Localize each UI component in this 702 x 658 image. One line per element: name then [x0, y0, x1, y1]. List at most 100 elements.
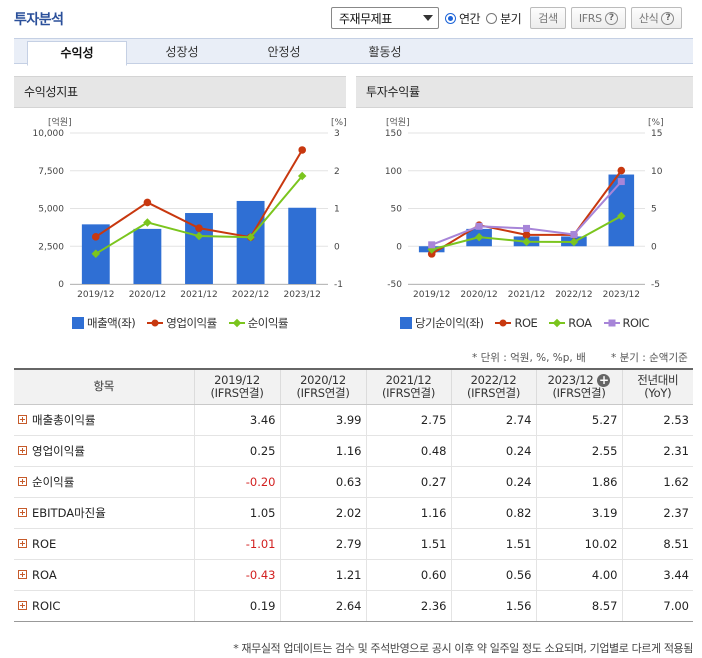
data-point[interactable]	[298, 146, 307, 154]
expand-plus-icon[interactable]	[18, 415, 27, 424]
radio-unchecked-icon[interactable]	[486, 12, 498, 24]
data-point[interactable]	[91, 249, 101, 259]
row-label-wrap: 순이익률	[18, 474, 190, 490]
header-col-yoy: 전년대비	[637, 372, 679, 387]
value-cell: 2.36	[365, 590, 451, 622]
data-point[interactable]	[570, 230, 578, 238]
controls-bar: 주재무제표 연간 분기 검색 IFRS ? 산식 ?	[331, 6, 683, 30]
value-cell: 2.53	[621, 404, 693, 436]
y-right-tick: -5	[651, 280, 660, 290]
tab-activity[interactable]: 활동성	[368, 45, 402, 59]
value-cell: 8.51	[621, 528, 693, 560]
legend-net-income[interactable]: 당기순이익(좌)	[400, 315, 484, 331]
legend-roa[interactable]: ROA	[549, 316, 592, 330]
value-cell: 1.86	[535, 466, 622, 498]
row-label-cell[interactable]: ROE	[14, 528, 194, 560]
bar[interactable]	[133, 228, 162, 284]
header-col: 2019/12 (IFRS연결)	[193, 368, 280, 405]
data-point[interactable]	[427, 250, 436, 258]
data-point[interactable]	[195, 224, 203, 232]
bar[interactable]	[236, 200, 265, 284]
legend-net-margin[interactable]: 순이익률	[228, 315, 289, 331]
y-left-tick: 100	[385, 167, 402, 177]
data-point[interactable]	[143, 218, 152, 227]
row-label-cell[interactable]: ROIC	[14, 590, 194, 622]
data-point[interactable]	[297, 171, 307, 181]
radio-checked-icon[interactable]	[445, 12, 456, 24]
data-point[interactable]	[428, 241, 436, 249]
table-row: ROA -0.43 1.21 0.60 0.56 4.00 3.44	[14, 559, 693, 591]
row-label: EBITDA마진율	[32, 505, 106, 520]
tab-stability[interactable]: 안정성	[267, 45, 301, 59]
row-label-cell[interactable]: EBITDA마진율	[14, 497, 194, 529]
value-cell: -1.01	[193, 528, 280, 560]
data-point[interactable]	[92, 233, 100, 241]
expand-plus-icon[interactable]	[18, 508, 27, 517]
data-point[interactable]	[246, 232, 255, 242]
data-point[interactable]	[194, 231, 204, 241]
y-left-tick: 150	[385, 129, 402, 139]
value-cell: 1.51	[450, 528, 536, 560]
page-title: 투자분석	[14, 12, 64, 28]
data-point[interactable]	[569, 237, 579, 247]
value-cell: 0.82	[450, 497, 536, 529]
chevron-down-icon	[423, 15, 433, 21]
legend-revenue[interactable]: 매출액(좌)	[71, 315, 136, 331]
statement-select[interactable]: 주재무제표	[331, 7, 439, 29]
legend-line-icon	[228, 318, 245, 328]
add-column-icon[interactable]: +	[597, 372, 611, 387]
value-cell: 0.27	[365, 466, 451, 498]
expand-plus-icon[interactable]	[18, 601, 27, 610]
bar[interactable]	[608, 174, 635, 247]
row-label-cell[interactable]: 순이익률	[14, 466, 194, 498]
y-right-tick: 0	[651, 242, 657, 252]
value-cell: 1.51	[365, 528, 451, 560]
legend-roic[interactable]: ROIC	[603, 316, 649, 330]
y-left-tick: 50	[391, 205, 403, 215]
legend-label: 당기순이익(좌)	[415, 316, 484, 330]
data-point[interactable]	[143, 198, 152, 207]
expand-plus-icon[interactable]	[18, 477, 27, 486]
row-label-wrap: 영업이익률	[18, 443, 190, 459]
value-cell: 0.24	[450, 435, 536, 467]
ifrs-help-button[interactable]: IFRS ?	[570, 7, 626, 29]
value-cell: 10.02	[535, 528, 622, 560]
header-col-basis: (IFRS연결)	[296, 385, 350, 400]
row-label: 영업이익률	[32, 443, 85, 458]
bar[interactable]	[288, 207, 317, 284]
expand-plus-icon[interactable]	[18, 539, 27, 548]
formula-help-button[interactable]: 산식 ?	[630, 7, 683, 29]
value-cell: 1.05	[193, 497, 280, 529]
chart-legend: 매출액(좌) 영업이익률 순이익률	[14, 315, 346, 331]
y-right-tick: 1	[334, 205, 340, 215]
value-cell: 0.60	[365, 559, 451, 591]
y-left-tick: 7,500	[38, 167, 64, 177]
data-point[interactable]	[475, 222, 483, 230]
legend-line-icon	[495, 319, 512, 327]
row-label-cell[interactable]: 매출총이익률	[14, 404, 194, 436]
row-label-cell[interactable]: ROA	[14, 559, 194, 591]
search-button[interactable]: 검색	[530, 7, 566, 29]
legend-roe[interactable]: ROE	[495, 316, 538, 330]
radio-annual[interactable]: 연간	[445, 10, 481, 27]
row-label-cell[interactable]: 영업이익률	[14, 435, 194, 467]
data-point[interactable]	[523, 224, 530, 232]
expand-plus-icon[interactable]	[18, 446, 27, 455]
data-point[interactable]	[617, 166, 626, 175]
value-cell: 2.75	[365, 404, 451, 436]
value-cell: 1.21	[279, 559, 366, 591]
y-right-tick: 0	[334, 242, 340, 252]
header-col-year: 2022/12	[470, 372, 517, 387]
legend-operating-margin[interactable]: 영업이익률	[147, 315, 217, 331]
tab-growth[interactable]: 성장성	[165, 45, 199, 59]
quarter-note: * 분기 : 순액기준	[611, 352, 688, 364]
value-cell: 1.16	[365, 497, 451, 529]
expand-plus-icon[interactable]	[18, 570, 27, 579]
x-tick-label: 2022/12	[555, 290, 592, 300]
tab-profitability[interactable]: 수익성	[27, 41, 127, 66]
value-cell: 0.19	[193, 590, 280, 622]
data-point[interactable]	[617, 178, 625, 186]
radio-quarter[interactable]: 분기	[486, 10, 522, 27]
data-point[interactable]	[522, 231, 531, 239]
value-cell: 5.27	[535, 404, 622, 436]
